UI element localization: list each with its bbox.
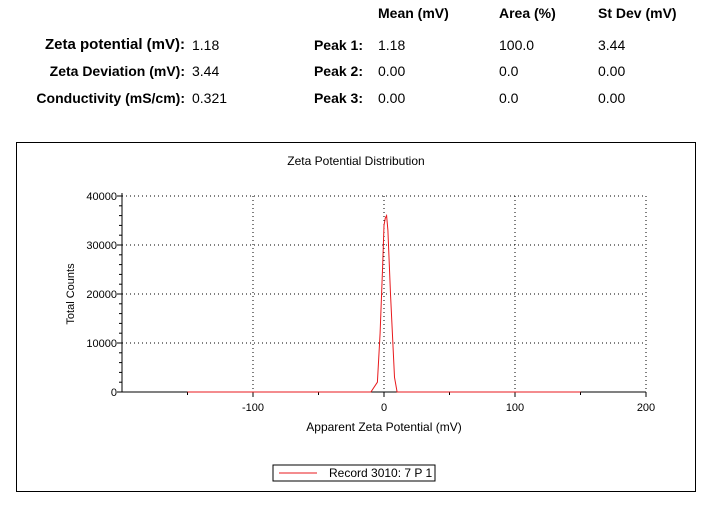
y-tick-label: 0 [111,387,117,399]
axis-layer: 0 10000 20000 30000 40000 -100 0 100 200 [86,191,655,414]
x-tick-label: -100 [242,402,264,414]
peak-2-mean: 0.00 [378,63,406,79]
peak-2-label: Peak 2: [313,63,363,79]
zeta-deviation-value: 3.44 [192,63,220,79]
x-tick-label: 200 [637,402,655,414]
x-axis-label: Apparent Zeta Potential (mV) [306,420,461,434]
peak-3-mean: 0.00 [378,90,406,106]
peak-3-stdev: 0.00 [598,90,626,106]
peak-1-label: Peak 1: [313,37,363,53]
peak-2-area: 0.0 [499,63,519,79]
peak-1-mean: 1.18 [378,37,406,53]
y-tick-label: 20000 [86,289,117,301]
legend-box [272,464,436,482]
peak-1-area: 100.0 [499,37,535,53]
series-layer [187,213,581,393]
column-header-area: Area (%) [499,5,556,21]
y-axis-label: Total Counts [65,263,77,325]
chart-title: Zeta Potential Distribution [287,154,424,168]
x-tick-label: 0 [381,402,387,414]
peak-1-stdev: 3.44 [598,37,626,53]
column-header-mean: Mean (mV) [378,5,449,21]
chart-frame [16,142,696,492]
column-header-stdev: St Dev (mV) [598,5,677,21]
peak-3-area: 0.0 [499,90,519,106]
legend-label: Record 3010: 7 P 1 [329,466,433,480]
conductivity-label: Conductivity (mS/cm): [36,90,185,106]
conductivity-value: 0.321 [192,90,228,106]
peak-2-stdev: 0.00 [598,63,626,79]
y-tick-label: 10000 [86,338,117,350]
zeta-potential-label: Zeta potential (mV): [44,36,185,53]
y-tick-label: 30000 [86,240,117,252]
series-line-1 [187,213,581,393]
zeta-potential-value: 1.18 [192,37,220,53]
y-tick-label: 40000 [86,191,117,203]
x-tick-label: 100 [506,402,524,414]
legend: Record 3010: 7 P 1 [272,464,436,482]
zeta-deviation-label: Zeta Deviation (mV): [49,63,185,79]
peak-3-label: Peak 3: [313,90,363,106]
